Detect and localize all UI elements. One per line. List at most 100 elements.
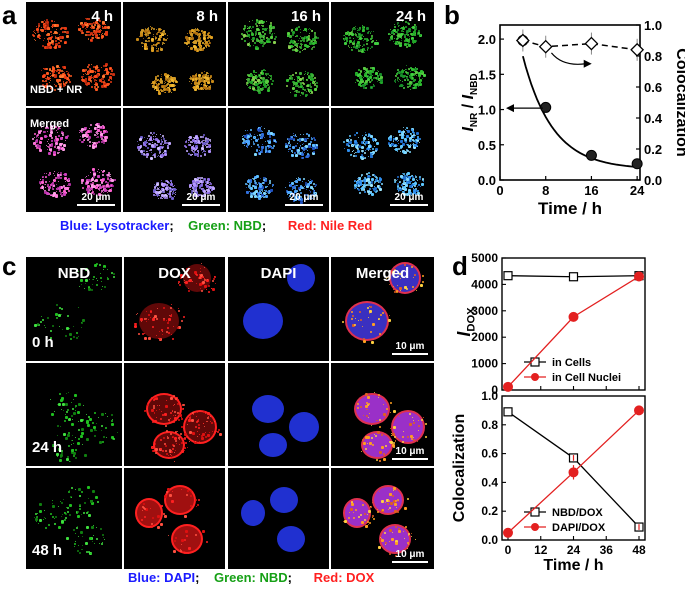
scale-bar-label: 20 μm — [81, 192, 111, 203]
x-tick-label: 16 — [584, 183, 598, 198]
data-point-ratio — [540, 101, 552, 113]
row-label-nbd-nr: NBD + NR — [30, 84, 83, 96]
micrograph-nbd-nr: 8 h — [123, 2, 226, 106]
column-label: DOX — [158, 265, 191, 282]
scale-bar: 20 μm — [182, 192, 220, 206]
y-tick-label: 0.2 — [481, 504, 498, 518]
time-label: 48 h — [32, 542, 63, 559]
panel-c-legend: Blue: DAPI; Green: NBD; Red: DOX — [128, 570, 374, 585]
y-tick-label-left: 2.0 — [478, 32, 496, 47]
fit-curve — [522, 55, 638, 168]
axis-label: INR / INBD — [460, 73, 480, 131]
scale-bar-label: 20 μm — [289, 192, 319, 203]
y-tick-label-right: 1.0 — [644, 18, 662, 33]
data-point-colocalization — [538, 39, 553, 54]
y-tick-label-left: 1.0 — [478, 103, 496, 118]
x-tick-label: 48 — [632, 543, 646, 557]
micrograph-dox: DOX — [124, 257, 225, 361]
x-tick-label: 24 — [567, 543, 581, 557]
panel-a-legend: Blue: Lysotracker; Green: NBD; Red: Nile… — [60, 218, 372, 233]
data-point-circle — [503, 527, 513, 538]
data-point-colocalization — [630, 42, 645, 57]
legend-blue-lysotracker: Blue: Lysotracker — [60, 218, 170, 233]
legend-marker — [530, 357, 540, 367]
micrograph-dapi — [228, 363, 329, 466]
axis-label: IDOX — [454, 307, 478, 337]
scale-bar-line — [77, 204, 115, 206]
x-axis-label: Time / h — [538, 199, 602, 218]
arrowhead-left — [506, 104, 514, 113]
time-label: 24 h — [32, 439, 63, 456]
scale-bar-label: 10 μm — [395, 549, 425, 560]
y-tick-label: 0.8 — [481, 418, 498, 432]
legend-red-nile-red: Red: Nile Red — [287, 218, 373, 233]
legend-sep: ; — [195, 570, 200, 585]
micrograph-merged: Merged 10 μm — [331, 257, 434, 361]
row-label-merged: Merged — [30, 118, 70, 130]
legend-marker — [530, 507, 540, 517]
column-label: DAPI — [260, 265, 297, 282]
y-tick-label-right: 0.6 — [644, 80, 662, 95]
cell-nucleus — [276, 525, 305, 552]
scale-bar: 20 μm — [390, 192, 428, 206]
cell-nucleus — [259, 433, 288, 458]
dashed-line-colocalization — [522, 39, 638, 51]
x-tick-label: 12 — [534, 543, 548, 557]
micrograph-merged: Merged 20 μm — [26, 108, 121, 212]
scale-bar-line — [285, 204, 323, 206]
scale-bar: 10 μm — [392, 446, 428, 460]
y-tick-label-left: 0.5 — [478, 138, 496, 153]
data-point-square — [503, 407, 513, 417]
x-tick-label: 36 — [600, 543, 614, 557]
micrograph-merged: 20 μm — [228, 108, 329, 212]
y-tick-label: 3000 — [471, 304, 498, 318]
data-point-colocalization — [515, 33, 530, 48]
y-tick-label: 0.6 — [481, 447, 498, 461]
legend-marker — [531, 373, 539, 381]
panel-b-chart: 0 8 16 240.00.51.01.52.00.00.20.40.60.81.0T… — [460, 18, 685, 218]
y-tick-label-right: 0.2 — [644, 142, 662, 157]
data-point-ratio — [585, 149, 597, 161]
legend-marker — [531, 523, 539, 531]
micrograph-merged: 10 μm — [331, 363, 434, 466]
y-tick-label: 0.0 — [481, 533, 498, 547]
series-line — [507, 275, 640, 388]
arrow-right-axis — [550, 52, 586, 65]
scale-bar-line — [182, 204, 220, 206]
data-point-circle — [503, 381, 513, 392]
micrograph-merged: 20 μm — [331, 108, 434, 212]
data-point-square — [503, 271, 513, 281]
cell-nucleus — [356, 395, 389, 424]
y-axis-label: Colocalization — [451, 414, 468, 522]
y-tick-label: 1000 — [471, 357, 498, 371]
legend-sep: ; — [169, 218, 174, 233]
y-tick-label: 5000 — [471, 251, 498, 265]
legend-sep: ; — [287, 570, 292, 585]
time-label: 8 h — [196, 8, 218, 25]
y-tick-label-right: 0.0 — [644, 173, 662, 188]
x-tick-label: 8 — [542, 183, 549, 198]
data-point-colocalization — [584, 36, 599, 51]
micrograph-merged: 20 μm — [123, 108, 226, 212]
micrograph-dox — [124, 468, 225, 569]
scale-bar: 20 μm — [77, 192, 115, 206]
data-point-circle — [568, 311, 579, 322]
x-tick-label: 0 — [496, 183, 503, 198]
micrograph-dapi — [228, 468, 329, 569]
y-axis-label-right: Colocalization — [673, 48, 685, 156]
x-tick-label: 0 — [505, 543, 512, 557]
cell-nucleus — [165, 487, 194, 514]
legend-label: DAPI/DOX — [552, 522, 606, 534]
micrograph-nbd-nr: 24 h — [331, 2, 434, 106]
cell-nucleus — [243, 303, 284, 340]
x-tick-label: 24 — [630, 183, 645, 198]
micrograph-nbd: 48 h — [26, 468, 122, 569]
micrograph-nbd-nr: 4 h NBD + NR — [26, 2, 121, 106]
legend-red-dox: Red: DOX — [313, 570, 375, 585]
y-tick-label-left: 1.5 — [478, 67, 496, 82]
cell-nucleus — [241, 500, 266, 527]
panel-d-chart: 0 1000 2000 3000 4000 5000 in Cells in Cell Nuc… — [451, 251, 646, 574]
data-point-circle — [634, 405, 644, 416]
legend-blue-dapi: Blue: DAPI — [128, 570, 196, 585]
cell-nucleus — [252, 395, 285, 424]
